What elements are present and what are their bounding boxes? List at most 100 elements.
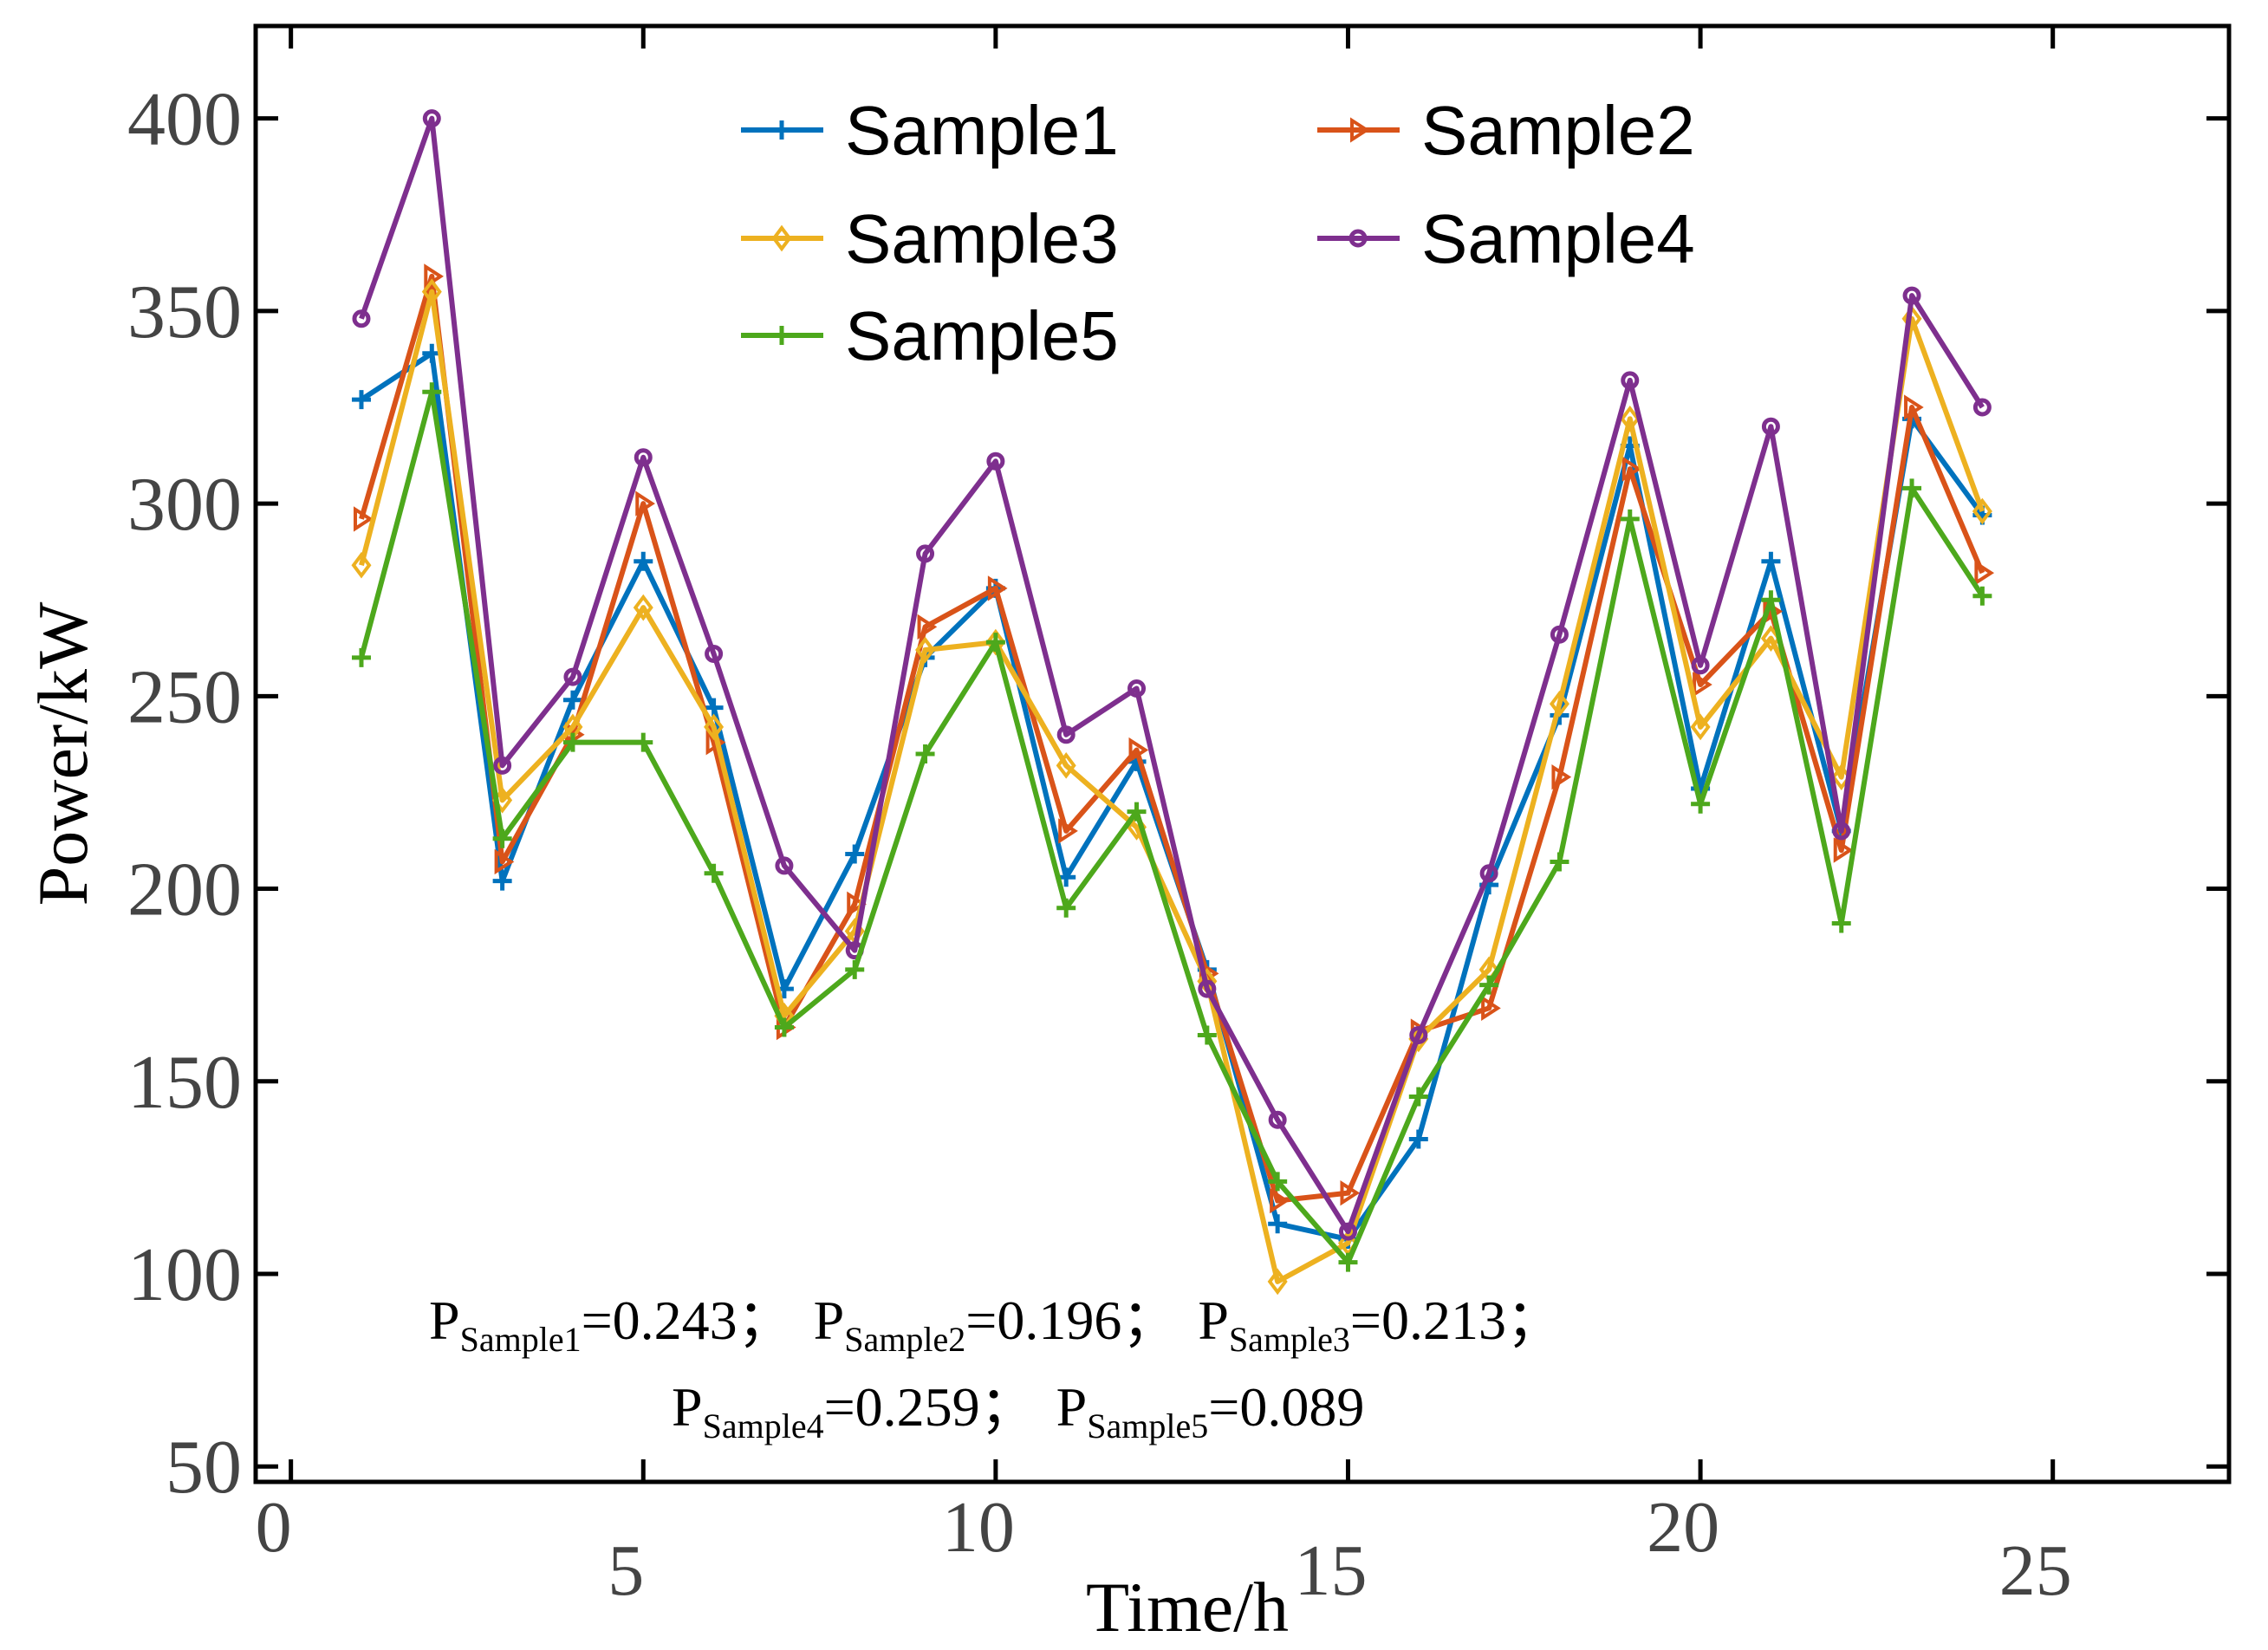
data-point-sample4-14 [1268, 1110, 1287, 1129]
series-line-sample5 [359, 389, 1985, 1265]
p-label-sample3: P [1198, 1289, 1229, 1351]
x-axis-label: Time/h [1086, 1568, 1289, 1647]
data-point-sample1-16 [1408, 1129, 1428, 1149]
data-point-sample4-7 [775, 856, 794, 875]
data-point-sample4-2 [422, 109, 441, 128]
data-point-sample5-22 [1831, 913, 1851, 933]
data-point-sample4-13 [1198, 979, 1217, 998]
data-point-sample3-20 [1690, 713, 1711, 741]
x-tick-label-0: 0 [256, 1487, 292, 1568]
series-group [351, 109, 1995, 1296]
series-sample5 [351, 382, 1992, 1272]
series-sample4 [352, 109, 1992, 1241]
p-value-sample4: =0.259； [824, 1376, 1036, 1438]
data-point-sample3-24 [1972, 497, 1992, 525]
data-point-sample3-9 [915, 636, 936, 664]
data-point-sample5-14 [1268, 1172, 1288, 1192]
data-point-sample5-11 [1056, 898, 1076, 918]
data-point-sample2-22 [1833, 837, 1854, 863]
p-value-annotation-line2: PSample4=0.259； PSample5=0.089 [672, 1376, 1364, 1445]
data-point-sample4-10 [986, 451, 1005, 471]
data-point-sample4-20 [1691, 656, 1710, 675]
x-tick-label-15: 15 [1294, 1530, 1367, 1611]
data-point-sample2-23 [1904, 394, 1924, 420]
p-label-sample2: P [814, 1289, 845, 1351]
p-value-sample1: =0.243； [582, 1289, 793, 1351]
legend: Sample1 Sample2 Sample3 Sample4 Sample5 [741, 92, 1695, 374]
legend-marker-sample5 [772, 326, 791, 345]
data-point-sample4-18 [1550, 625, 1569, 644]
data-point-sample5-8 [845, 959, 865, 979]
data-point-sample4-17 [1479, 864, 1498, 883]
data-point-sample2-3 [494, 848, 515, 875]
data-point-sample5-15 [1338, 1252, 1358, 1272]
series-line-sample2 [359, 273, 1985, 1204]
axis-ticks: 50 100 150 200 250 300 350 400 0 5 10 15 20 25 [127, 26, 2229, 1611]
series-line-sample3 [359, 289, 1985, 1284]
data-point-sample5-17 [1479, 975, 1499, 995]
data-point-sample4-5 [634, 448, 653, 467]
data-point-sample5-23 [1902, 478, 1922, 498]
data-point-sample3-11 [1056, 751, 1076, 779]
data-point-sample4-4 [563, 667, 582, 686]
p-sub-sample5: Sample5 [1087, 1406, 1208, 1445]
data-point-sample4-19 [1621, 371, 1640, 390]
data-point-sample3-14 [1267, 1268, 1288, 1296]
data-point-sample4-3 [493, 756, 512, 775]
data-point-sample4-11 [1056, 725, 1076, 744]
y-tick-label-250: 250 [127, 655, 242, 739]
p-sub-sample2: Sample2 [844, 1320, 965, 1359]
legend-marker-sample3 [771, 224, 792, 252]
y-tick-label-200: 200 [127, 848, 242, 932]
legend-item-sample3: Sample3 [741, 200, 1119, 277]
data-point-sample3-5 [633, 594, 653, 621]
legend-label-sample5: Sample5 [845, 297, 1119, 374]
data-point-sample4-24 [1972, 398, 1992, 417]
data-point-sample1-1 [351, 390, 371, 410]
p-value-annotation-line1: PSample1=0.243； PSample2=0.196； PSample3=0… [429, 1289, 1562, 1359]
data-point-sample2-20 [1693, 672, 1712, 698]
series-line-sample4 [359, 115, 1985, 1235]
x-tick-label-10: 10 [942, 1487, 1015, 1568]
p-sub-sample1: Sample1 [460, 1320, 582, 1359]
data-point-sample2-15 [1340, 1179, 1361, 1206]
data-point-sample5-13 [1197, 1025, 1217, 1045]
data-point-sample5-24 [1972, 586, 1992, 606]
data-point-sample2-17 [1481, 995, 1501, 1022]
data-point-sample3-10 [985, 628, 1006, 656]
data-point-sample3-2 [421, 278, 442, 306]
data-point-sample4-12 [1128, 679, 1147, 698]
y-tick-label-400: 400 [127, 78, 242, 162]
data-point-sample5-7 [774, 1017, 794, 1037]
data-point-sample5-3 [492, 828, 512, 848]
legend-item-sample5: Sample5 [741, 297, 1119, 374]
data-point-sample2-5 [635, 490, 655, 516]
p-value-sample3: =0.213； [1350, 1289, 1562, 1351]
data-point-sample5-1 [351, 647, 371, 667]
data-point-sample5-2 [422, 382, 442, 402]
legend-marker-sample4 [1348, 229, 1368, 248]
data-point-sample4-16 [1409, 1025, 1428, 1044]
legend-item-sample4: Sample4 [1317, 200, 1695, 277]
legend-marker-sample1 [772, 120, 791, 140]
data-point-sample5-18 [1550, 852, 1569, 872]
legend-item-sample1: Sample1 [741, 92, 1119, 169]
x-tick-label-25: 25 [1999, 1530, 2072, 1611]
legend-label-sample3: Sample3 [845, 200, 1119, 277]
p-label-sample5: P [1056, 1376, 1088, 1438]
p-value-sample2: =0.196； [965, 1289, 1177, 1351]
data-point-sample1-8 [845, 844, 865, 864]
legend-label-sample1: Sample1 [845, 92, 1119, 169]
data-point-sample4-1 [352, 309, 371, 328]
legend-label-sample4: Sample4 [1421, 200, 1695, 277]
data-point-sample2-9 [917, 614, 938, 640]
data-point-sample2-10 [987, 575, 1008, 601]
data-point-sample5-9 [915, 744, 935, 763]
data-point-sample1-14 [1268, 1214, 1288, 1234]
data-point-sample5-6 [704, 863, 724, 883]
data-point-sample1-3 [492, 871, 512, 891]
legend-marker-sample2 [1350, 117, 1370, 143]
data-point-sample5-5 [634, 732, 653, 752]
p-label-sample4: P [672, 1376, 703, 1438]
